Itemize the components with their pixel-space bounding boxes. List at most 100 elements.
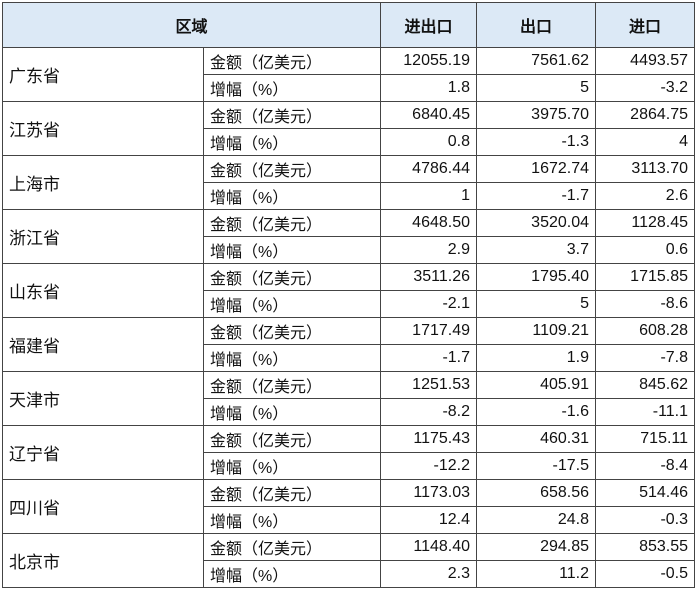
value-cell: -0.3 [595,506,696,534]
table-row: 增幅（%） 1 -1.7 2.6 [3,182,696,210]
table-row: 山东省 金额（亿美元） 3511.26 1795.40 1715.85 [2,263,696,318]
value-cell: 405.91 [476,371,597,399]
value-cell: 3520.04 [476,209,597,237]
value-cell: 3511.26 [380,263,478,291]
table-row: 北京市 金额（亿美元） 1148.40 294.85 853.55 [2,533,696,588]
metric-label: 金额（亿美元） [202,317,382,345]
value-cell: 1717.49 [380,317,478,345]
table-row: 增幅（%） 2.9 3.7 0.6 [3,236,696,264]
value-cell: 1672.74 [476,155,597,183]
metric-label: 增幅（%） [202,560,382,588]
value-cell: -8.6 [595,290,696,318]
value-cell: -0.5 [595,560,696,588]
value-cell: 12055.19 [380,47,478,75]
value-cell: 7561.62 [476,47,597,75]
table-row: 增幅（%） -1.7 1.9 -7.8 [3,344,696,372]
value-cell: 2.9 [380,236,478,264]
table-row: 福建省 金额（亿美元） 1717.49 1109.21 608.28 [2,317,696,372]
value-cell: -1.3 [476,128,597,156]
value-cell: -17.5 [476,452,597,480]
metric-label: 金额（亿美元） [202,155,382,183]
metric-label: 增幅（%） [202,290,382,318]
value-cell: 1795.40 [476,263,597,291]
region-cell: 福建省 [2,317,204,372]
table-row: 增幅（%） 0.8 -1.3 4 [3,128,696,156]
table-row: 四川省 金额（亿美元） 1173.03 658.56 514.46 [2,479,696,534]
value-cell: 5 [476,290,597,318]
value-cell: -1.6 [476,398,597,426]
value-cell: 3113.70 [595,155,696,183]
value-cell: -12.2 [380,452,478,480]
metric-label: 增幅（%） [202,452,382,480]
value-cell: 294.85 [476,533,597,561]
metric-label: 增幅（%） [202,128,382,156]
value-cell: -11.1 [595,398,696,426]
metric-label: 金额（亿美元） [202,479,382,507]
value-cell: 1.9 [476,344,597,372]
metric-label: 金额（亿美元） [202,101,382,129]
region-cell: 天津市 [2,371,204,426]
value-cell: 12.4 [380,506,478,534]
table-row: 浙江省 金额（亿美元） 4648.50 3520.04 1128.45 [2,209,696,264]
region-cell: 四川省 [2,479,204,534]
table-body: 广东省 金额（亿美元） 12055.19 7561.62 4493.57 增幅（%） 1.8… [2,47,696,588]
region-cell: 广东省 [2,47,204,102]
value-cell: 608.28 [595,317,696,345]
value-cell: 2.6 [595,182,696,210]
value-cell: 658.56 [476,479,597,507]
region-cell: 山东省 [2,263,204,318]
value-cell: -2.1 [380,290,478,318]
value-cell: 11.2 [476,560,597,588]
value-cell: 853.55 [595,533,696,561]
value-cell: 24.8 [476,506,597,534]
value-cell: -1.7 [380,344,478,372]
header-row: 区域 进出口 出口 进口 [1,2,696,48]
region-cell: 北京市 [2,533,204,588]
table-row: 增幅（%） -2.1 5 -8.6 [3,290,696,318]
value-cell: 1.8 [380,74,478,102]
metric-label: 金额（亿美元） [202,533,382,561]
value-cell: -1.7 [476,182,597,210]
value-cell: 4786.44 [380,155,478,183]
metric-label: 金额（亿美元） [202,425,382,453]
value-cell: 1148.40 [380,533,478,561]
value-cell: 4493.57 [595,47,696,75]
value-cell: 4648.50 [380,209,478,237]
value-cell: 2.3 [380,560,478,588]
value-cell: -8.2 [380,398,478,426]
table-row: 增幅（%） -8.2 -1.6 -11.1 [3,398,696,426]
value-cell: 1128.45 [595,209,696,237]
value-cell: -7.8 [595,344,696,372]
region-cell: 辽宁省 [2,425,204,480]
value-cell: 2864.75 [595,101,696,129]
metric-label: 增幅（%） [202,74,382,102]
value-cell: 4 [595,128,696,156]
metric-label: 增幅（%） [202,506,382,534]
column-header: 进口 [595,2,696,48]
value-cell: 0.6 [595,236,696,264]
value-cell: 1175.43 [380,425,478,453]
value-cell: 1251.53 [380,371,478,399]
metric-label: 增幅（%） [202,236,382,264]
value-cell: 1 [380,182,478,210]
value-cell: 845.62 [595,371,696,399]
table-row: 江苏省 金额（亿美元） 6840.45 3975.70 2864.75 [2,101,696,156]
table-row: 天津市 金额（亿美元） 1251.53 405.91 845.62 [2,371,696,426]
column-header: 区域 [1,2,382,48]
value-cell: 460.31 [476,425,597,453]
value-cell: -3.2 [595,74,696,102]
value-cell: 6840.45 [380,101,478,129]
region-cell: 上海市 [2,155,204,210]
metric-label: 金额（亿美元） [202,263,382,291]
metric-label: 金额（亿美元） [202,371,382,399]
value-cell: 715.11 [595,425,696,453]
value-cell: 0.8 [380,128,478,156]
table-row: 广东省 金额（亿美元） 12055.19 7561.62 4493.57 [2,47,696,102]
value-cell: 1715.85 [595,263,696,291]
value-cell: 514.46 [595,479,696,507]
column-header: 出口 [476,2,597,48]
metric-label: 增幅（%） [202,344,382,372]
